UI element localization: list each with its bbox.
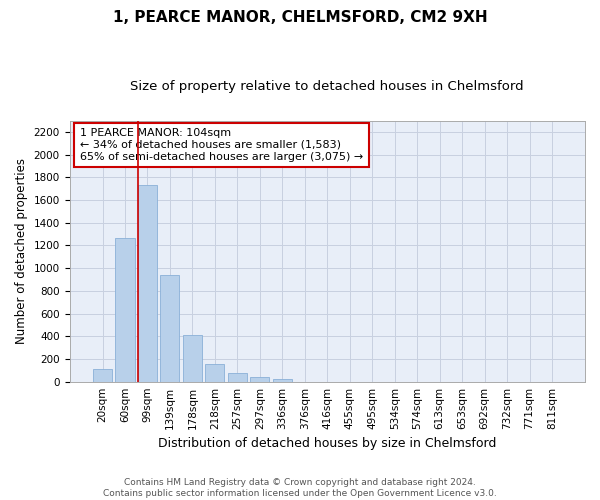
Bar	[250, 376, 269, 382]
Text: 1, PEARCE MANOR, CHELMSFORD, CM2 9XH: 1, PEARCE MANOR, CHELMSFORD, CM2 9XH	[113, 10, 487, 25]
Bar	[273, 379, 292, 382]
Text: Contains HM Land Registry data © Crown copyright and database right 2024.
Contai: Contains HM Land Registry data © Crown c…	[103, 478, 497, 498]
Bar	[160, 275, 179, 382]
X-axis label: Distribution of detached houses by size in Chelmsford: Distribution of detached houses by size …	[158, 437, 496, 450]
Bar	[138, 186, 157, 382]
Bar	[205, 364, 224, 382]
Y-axis label: Number of detached properties: Number of detached properties	[15, 158, 28, 344]
Bar	[228, 373, 247, 382]
Title: Size of property relative to detached houses in Chelmsford: Size of property relative to detached ho…	[130, 80, 524, 93]
Bar	[183, 335, 202, 382]
Bar	[115, 238, 134, 382]
Bar	[93, 369, 112, 382]
Text: 1 PEARCE MANOR: 104sqm
← 34% of detached houses are smaller (1,583)
65% of semi-: 1 PEARCE MANOR: 104sqm ← 34% of detached…	[80, 128, 363, 162]
